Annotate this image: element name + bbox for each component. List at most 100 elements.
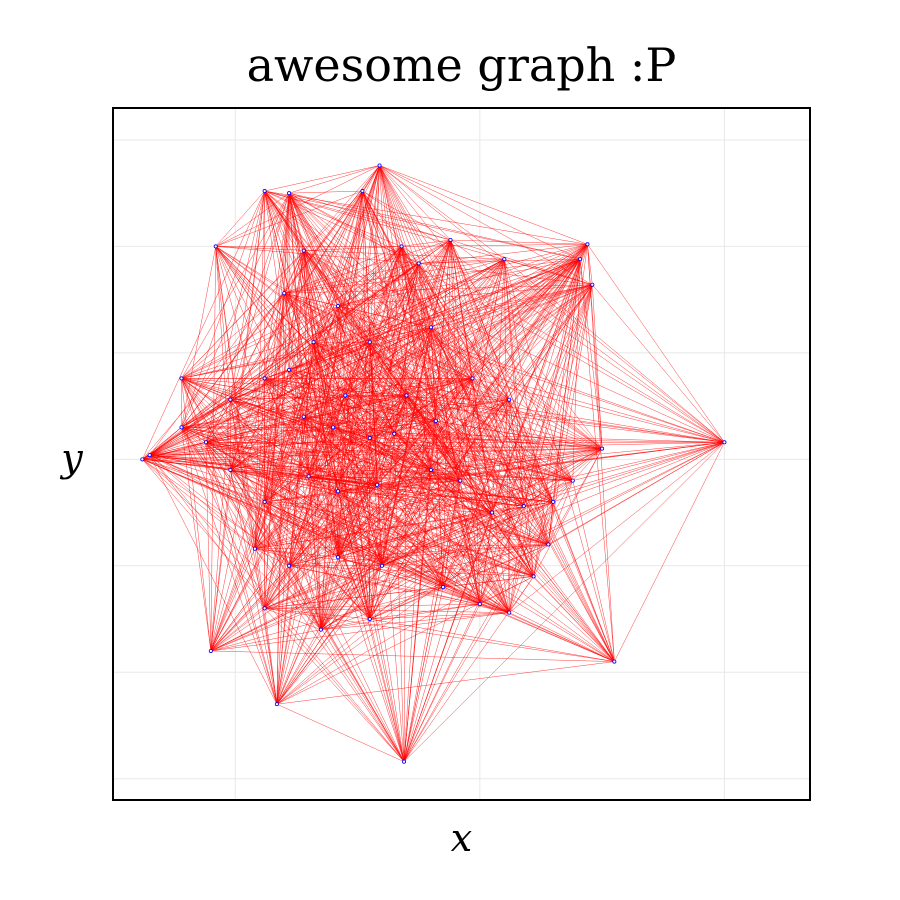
graph-edge xyxy=(284,293,549,545)
graph-edge xyxy=(205,246,402,443)
graph-edge xyxy=(376,484,615,662)
graph-edge xyxy=(205,442,309,477)
graph-edge xyxy=(308,476,378,486)
graph-edge xyxy=(215,190,265,247)
graph-edge xyxy=(230,342,314,471)
graph-edge xyxy=(345,342,370,396)
graph-node xyxy=(416,261,421,266)
graph-edge xyxy=(210,437,370,652)
graph-edge xyxy=(430,469,510,613)
graph-edge xyxy=(320,395,407,630)
graph-edge xyxy=(592,284,603,449)
graph-edge xyxy=(181,427,534,577)
graph-edge xyxy=(450,239,588,245)
graph-edge xyxy=(313,342,407,396)
graph-edge xyxy=(442,259,581,588)
graph-edge xyxy=(313,342,383,566)
graph-edge xyxy=(283,250,304,294)
graph-edge xyxy=(288,263,419,566)
graph-edge xyxy=(181,327,431,379)
graph-edge xyxy=(320,342,371,630)
graph-edge xyxy=(369,437,615,662)
graph-edge xyxy=(283,293,378,485)
graph-edge xyxy=(288,192,419,264)
graph-edge xyxy=(337,305,461,481)
graph-edge xyxy=(401,246,473,379)
graph-edge xyxy=(533,576,615,662)
graph-node xyxy=(213,244,218,249)
graph-node xyxy=(147,453,152,458)
graph-edge xyxy=(264,378,573,481)
graph-edge xyxy=(369,612,510,620)
graph-edge xyxy=(230,469,265,503)
graph-edge xyxy=(264,293,285,609)
graph-edge xyxy=(264,399,510,609)
graph-edge xyxy=(460,480,524,507)
graph-edge xyxy=(254,548,383,567)
graph-edge xyxy=(303,250,432,328)
graph-edge xyxy=(369,239,451,439)
graph-edge xyxy=(337,305,395,434)
graph-node xyxy=(179,425,184,430)
graph-edge xyxy=(283,293,304,417)
graph-edge xyxy=(548,480,573,545)
graph-edge xyxy=(303,250,603,449)
graph-edge xyxy=(337,239,451,307)
graph-node xyxy=(262,606,267,611)
graph-edge xyxy=(284,258,581,294)
graph-edge xyxy=(377,480,461,486)
graph-edge xyxy=(289,565,534,577)
graph-edge xyxy=(230,469,278,705)
graph-edge xyxy=(313,342,378,485)
graph-edge xyxy=(181,244,588,379)
graph-edge xyxy=(377,469,431,486)
graph-edge xyxy=(337,469,431,492)
graph-edge xyxy=(264,544,549,609)
graph-edge xyxy=(288,342,314,566)
graph-edge xyxy=(381,544,549,567)
graph-edge xyxy=(337,246,402,307)
graph-edge xyxy=(369,342,603,449)
graph-edge xyxy=(230,395,346,471)
graph-edge xyxy=(210,608,265,652)
graph-edge xyxy=(215,246,419,264)
graph-edge xyxy=(443,480,573,588)
graph-edge xyxy=(313,305,339,343)
graph-edge xyxy=(450,239,510,613)
graph-edge xyxy=(337,306,346,396)
graph-edge xyxy=(303,250,573,481)
graph-edge xyxy=(181,427,231,471)
graph-edge xyxy=(450,239,593,285)
graph-edge xyxy=(276,661,615,705)
graph-node xyxy=(367,340,372,345)
graph-edge xyxy=(430,327,525,507)
graph-node xyxy=(335,304,340,309)
graph-edge xyxy=(308,476,461,481)
graph-edge xyxy=(264,165,380,192)
graph-edge xyxy=(313,190,363,343)
graph-node xyxy=(203,440,208,445)
graph-edge xyxy=(264,259,505,503)
graph-edge xyxy=(345,395,436,422)
graph-edge xyxy=(430,327,481,605)
graph-edge xyxy=(337,491,371,620)
graph-edge xyxy=(401,246,437,422)
graph-edge xyxy=(403,284,593,762)
graph-edge xyxy=(284,293,473,379)
graph-edge xyxy=(230,399,461,481)
graph-edge xyxy=(264,608,370,620)
graph-edge xyxy=(379,165,725,443)
graph-edge xyxy=(254,548,510,613)
graph-edge xyxy=(313,341,510,400)
graph-edge xyxy=(337,480,461,492)
graph-edge xyxy=(479,603,510,613)
graph-edge xyxy=(254,250,304,549)
graph-node xyxy=(367,436,372,441)
graph-edge xyxy=(523,442,725,507)
graph-edge xyxy=(313,342,432,471)
graph-edge xyxy=(181,250,304,379)
graph-edge xyxy=(264,293,285,502)
graph-edge xyxy=(430,442,725,471)
graph-edge xyxy=(403,501,554,762)
graph-edge xyxy=(142,459,405,762)
